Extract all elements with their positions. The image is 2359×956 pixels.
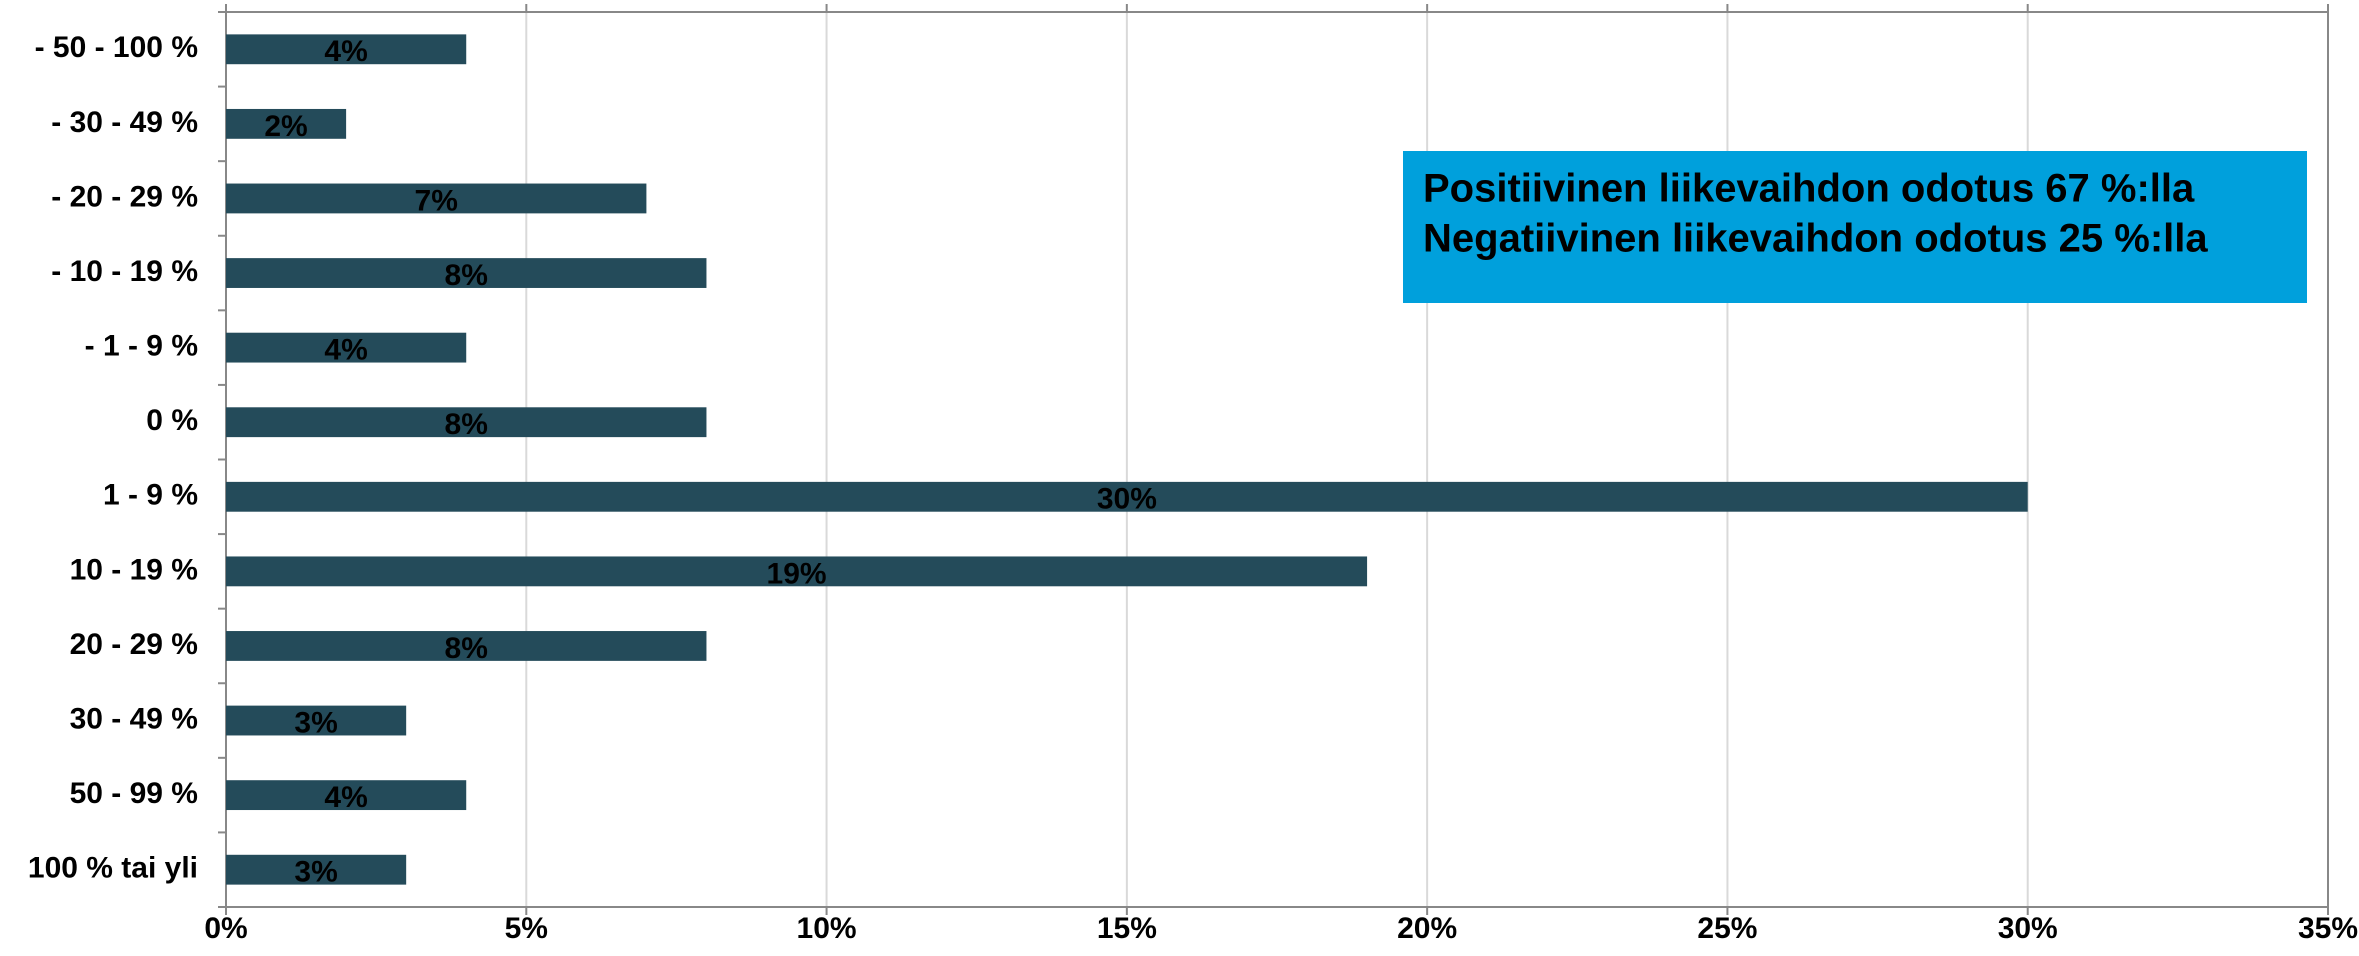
- x-tick-label: 15%: [1097, 912, 1157, 945]
- annotation-box: [1403, 151, 2307, 303]
- data-label: 4%: [324, 35, 367, 68]
- data-label: 8%: [445, 259, 488, 292]
- x-tick-label: 0%: [204, 912, 247, 945]
- y-tick-label: 100 % tai yli: [28, 852, 198, 885]
- x-tick-label: 20%: [1397, 912, 1457, 945]
- y-tick-label: 1 - 9 %: [103, 479, 198, 512]
- y-tick-label: 50 - 99 %: [70, 777, 198, 810]
- bar: [226, 407, 707, 438]
- y-tick-label: - 1 - 9 %: [85, 330, 198, 363]
- data-label: 4%: [324, 781, 367, 814]
- data-label: 2%: [264, 110, 307, 143]
- data-label: 7%: [415, 184, 458, 217]
- data-label: 8%: [445, 632, 488, 665]
- annotation: Positiivinen liikevaihdon odotus 67 %:ll…: [1423, 167, 2195, 211]
- bar: [226, 631, 707, 661]
- data-label: 4%: [324, 334, 367, 367]
- data-label: 30%: [1097, 483, 1157, 516]
- bar: [226, 481, 2028, 512]
- bar: [226, 183, 647, 214]
- x-tick-label: 5%: [505, 912, 548, 945]
- annotation: Negatiivinen liikevaihdon odotus 25 %:ll…: [1423, 217, 2208, 261]
- x-tick-label: 30%: [1998, 912, 2058, 945]
- y-tick-label: - 30 - 49 %: [51, 106, 198, 139]
- y-tick-label: - 10 - 19 %: [51, 255, 198, 288]
- bar: [226, 780, 467, 811]
- data-label: 8%: [445, 408, 488, 441]
- bar: [226, 258, 707, 288]
- y-tick-label: 20 - 29 %: [70, 628, 198, 661]
- bar: [226, 34, 467, 65]
- x-tick-label: 35%: [2298, 912, 2358, 945]
- y-tick-label: - 50 - 100 %: [35, 31, 198, 64]
- x-tick-label: 25%: [1697, 912, 1757, 945]
- data-label: 3%: [294, 856, 337, 889]
- bar: [226, 332, 467, 363]
- y-tick-label: 10 - 19 %: [70, 553, 198, 586]
- bar: [226, 108, 347, 139]
- bar: [226, 854, 407, 885]
- x-tick-label: 10%: [797, 912, 857, 945]
- y-tick-label: - 20 - 29 %: [51, 180, 198, 213]
- data-label: 3%: [294, 706, 337, 739]
- data-label: 19%: [767, 557, 827, 590]
- y-tick-label: 0 %: [146, 404, 198, 437]
- bar: [226, 705, 407, 736]
- bar: [226, 556, 1368, 587]
- y-tick-label: 30 - 49 %: [70, 702, 198, 735]
